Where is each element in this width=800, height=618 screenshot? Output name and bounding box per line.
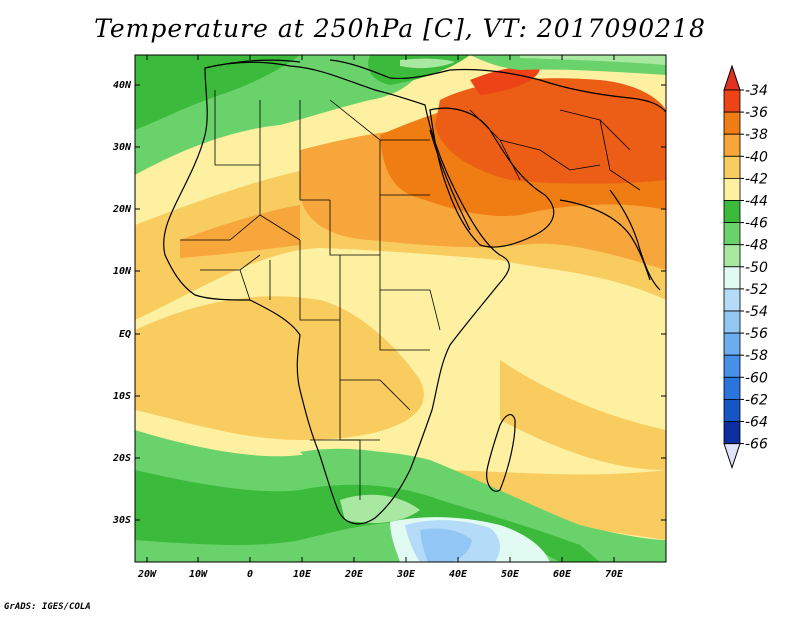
- colorbar-swatch: [723, 310, 741, 334]
- colorbar-swatch: [723, 244, 741, 268]
- lat-label: 20N: [112, 204, 132, 215]
- axis-ticks: [135, 55, 666, 562]
- colorbar-swatch: [723, 222, 741, 246]
- colorbar-label: -58: [745, 348, 768, 364]
- temperature-field: [135, 55, 666, 562]
- colorbar-swatch: [723, 288, 741, 312]
- colorbar-swatch: [723, 332, 741, 356]
- lon-label: 10W: [189, 569, 208, 580]
- lat-label: 30S: [112, 515, 131, 526]
- colorbar-label: -42: [745, 171, 768, 187]
- colorbar-swatch: [723, 155, 741, 179]
- lon-label: 50E: [501, 569, 520, 580]
- lat-label: 20S: [112, 453, 131, 464]
- colorbar-swatch: [723, 266, 741, 290]
- colorbar-label: -44: [745, 194, 768, 210]
- colorbar: -34 -36 -38 -40 -42 -44 -46 -48 -50 -52 -54 -56 -58 -…: [723, 64, 768, 470]
- plot-frame: [134, 54, 667, 563]
- lat-label: 40N: [113, 80, 132, 91]
- lon-label: 70E: [605, 569, 624, 580]
- colorbar-swatch: [723, 133, 741, 157]
- lon-label: 0: [247, 569, 253, 580]
- colorbar-swatch: [723, 376, 741, 400]
- lon-label: 40E: [449, 569, 468, 580]
- lat-label: 10S: [113, 391, 131, 402]
- lon-label: 60E: [553, 569, 572, 580]
- lon-label: 30E: [396, 569, 416, 580]
- colorbar-swatch: [723, 398, 741, 422]
- lat-label: 10N: [113, 266, 132, 277]
- country-borders: [180, 90, 641, 500]
- colorbar-label: -54: [745, 304, 768, 320]
- colorbar-label: -38: [745, 127, 768, 143]
- colorbar-label: -60: [745, 370, 768, 386]
- colorbar-label: -62: [745, 392, 768, 408]
- colorbar-swatch: [723, 421, 741, 445]
- colorbar-swatch: [723, 200, 741, 224]
- grads-credit: GrADS: IGES/COLA: [4, 602, 91, 612]
- colorbar-top-arrow: [723, 64, 741, 91]
- colorbar-swatch: [723, 111, 741, 135]
- lon-label: 20E: [344, 569, 364, 580]
- lon-label: 10E: [293, 569, 312, 580]
- colorbar-label: -46: [745, 216, 768, 232]
- colorbar-label: -40: [745, 149, 768, 165]
- colorbar-label: -50: [745, 260, 768, 276]
- colorbar-swatch: [723, 354, 741, 378]
- map-title: Temperature at 250hPa [C], VT: 201709021…: [94, 14, 706, 43]
- lon-label: 20W: [137, 569, 157, 580]
- lat-label: 30N: [112, 142, 132, 153]
- coastlines: [163, 59, 666, 525]
- latitude-labels: 40N 30N 20N 10N EQ 10S 20S 30S: [112, 80, 132, 526]
- colorbar-swatch: [723, 177, 741, 201]
- colorbar-label: -36: [745, 105, 768, 121]
- colorbar-swatch: [723, 89, 741, 113]
- colorbar-label: -56: [745, 326, 768, 342]
- lat-label: EQ: [119, 329, 131, 340]
- colorbar-label: -52: [745, 282, 768, 298]
- colorbar-label: -66: [745, 437, 768, 453]
- colorbar-label: -34: [745, 83, 768, 99]
- longitude-labels: 20W 10W 0 10E 20E 30E 40E 50E 60E 70E: [137, 569, 624, 580]
- colorbar-label: -48: [745, 238, 768, 254]
- colorbar-bottom-arrow: [723, 443, 741, 470]
- colorbar-label: -64: [745, 415, 768, 431]
